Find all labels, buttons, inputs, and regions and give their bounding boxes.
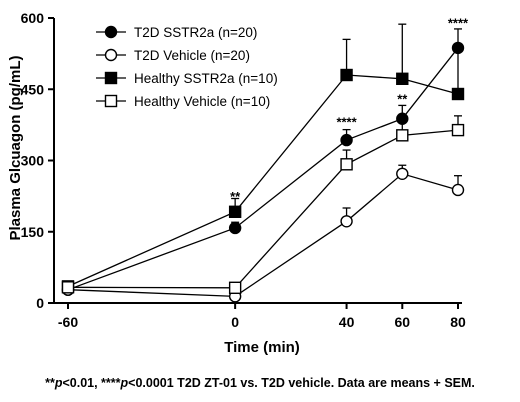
data-point bbox=[451, 87, 465, 101]
data-point bbox=[396, 167, 409, 181]
x-tick-label: 40 bbox=[339, 314, 355, 330]
series-markers bbox=[61, 41, 465, 303]
axes bbox=[48, 17, 462, 309]
significance-label: **** bbox=[336, 114, 357, 129]
data-point bbox=[61, 281, 75, 294]
data-point bbox=[340, 215, 353, 228]
legend-label: T2D Vehicle (n=20) bbox=[134, 48, 250, 63]
x-axis-label: Time (min) bbox=[224, 339, 300, 356]
y-tick-label: 600 bbox=[21, 10, 45, 26]
legend-marker bbox=[104, 25, 118, 39]
x-tick-label: 0 bbox=[231, 314, 239, 330]
y-axis-label: Plasma Glcuagon (pg/mL) bbox=[7, 55, 24, 240]
footnote-part2: <0.01, **** bbox=[62, 376, 121, 390]
data-point bbox=[228, 205, 242, 219]
significance-annotations: ************ bbox=[230, 16, 469, 204]
data-point bbox=[340, 68, 353, 82]
data-point bbox=[451, 41, 465, 55]
y-tick-label: 0 bbox=[36, 295, 44, 311]
significance-label: ** bbox=[230, 189, 241, 204]
footnote-p1: p bbox=[54, 376, 63, 390]
y-tick-label: 150 bbox=[21, 224, 45, 240]
x-tick-label: 80 bbox=[450, 314, 466, 330]
data-point bbox=[228, 221, 242, 235]
series-line bbox=[67, 173, 459, 298]
legend-marker bbox=[104, 48, 118, 62]
footnote-part1: ** bbox=[45, 376, 55, 390]
footnote: **p<0.01, ****p<0.0001 T2D ZT-01 vs. T2D… bbox=[0, 376, 520, 390]
x-tick-label: 60 bbox=[394, 314, 410, 330]
footnote-part3: <0.0001 T2D ZT-01 vs. T2D vehicle. Data … bbox=[128, 376, 475, 390]
y-tick-label: 300 bbox=[21, 153, 45, 169]
legend-label: Healthy Vehicle (n=10) bbox=[134, 94, 270, 109]
series-lines bbox=[67, 23, 462, 298]
data-point bbox=[396, 112, 409, 125]
data-point bbox=[396, 129, 409, 142]
series-line bbox=[67, 129, 459, 289]
data-point bbox=[396, 72, 409, 86]
data-point bbox=[340, 158, 353, 171]
footnote-p2: p bbox=[120, 376, 129, 390]
x-tick-label: -60 bbox=[58, 314, 78, 330]
data-point bbox=[451, 123, 465, 137]
legend: T2D SSTR2a (n=20) T2D Vehicle (n=20) Healt… bbox=[96, 25, 278, 109]
y-tick-label: 450 bbox=[21, 81, 45, 97]
data-point bbox=[451, 183, 465, 197]
significance-label: **** bbox=[448, 16, 469, 31]
data-point bbox=[340, 133, 353, 147]
legend-marker bbox=[104, 71, 118, 85]
significance-label: ** bbox=[397, 92, 408, 107]
legend-label: T2D SSTR2a (n=20) bbox=[134, 25, 257, 40]
legend-marker bbox=[104, 94, 118, 108]
legend-label: Healthy SSTR2a (n=10) bbox=[134, 71, 278, 86]
data-point bbox=[228, 281, 242, 294]
tick-labels: 0 150 300 450 600 -60 0 40 60 80 bbox=[21, 10, 466, 330]
data-series bbox=[61, 23, 465, 303]
